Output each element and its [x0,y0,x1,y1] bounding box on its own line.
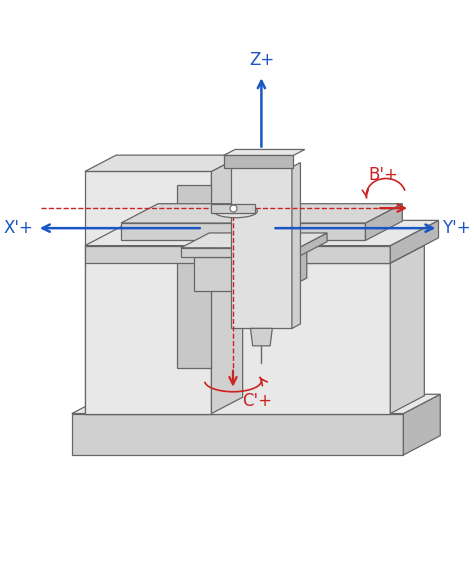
Polygon shape [194,256,281,291]
Polygon shape [194,243,307,256]
Polygon shape [72,413,403,455]
Polygon shape [211,155,243,413]
Polygon shape [85,172,211,413]
Polygon shape [85,263,390,413]
Text: Z+: Z+ [249,51,274,69]
Polygon shape [211,204,255,213]
Polygon shape [390,245,424,413]
Polygon shape [403,394,440,455]
Polygon shape [121,204,402,223]
Polygon shape [211,261,231,283]
Text: Y'+: Y'+ [442,219,470,237]
Polygon shape [181,233,327,248]
Text: B'+: B'+ [368,166,398,184]
Polygon shape [121,223,365,241]
Polygon shape [224,155,293,168]
Polygon shape [224,149,305,155]
Polygon shape [390,220,438,263]
Polygon shape [85,155,243,172]
Ellipse shape [214,205,257,218]
Polygon shape [72,394,440,413]
Polygon shape [85,220,438,246]
Polygon shape [334,238,408,263]
Polygon shape [176,185,211,368]
Polygon shape [299,233,327,256]
Polygon shape [85,245,424,263]
Polygon shape [292,163,301,328]
Polygon shape [281,243,307,291]
Polygon shape [231,167,292,328]
Polygon shape [181,248,299,256]
Polygon shape [250,328,272,346]
Text: X'+: X'+ [4,219,34,237]
Text: C'+: C'+ [242,392,272,410]
Polygon shape [365,204,402,241]
Polygon shape [85,246,390,263]
Polygon shape [116,238,190,263]
